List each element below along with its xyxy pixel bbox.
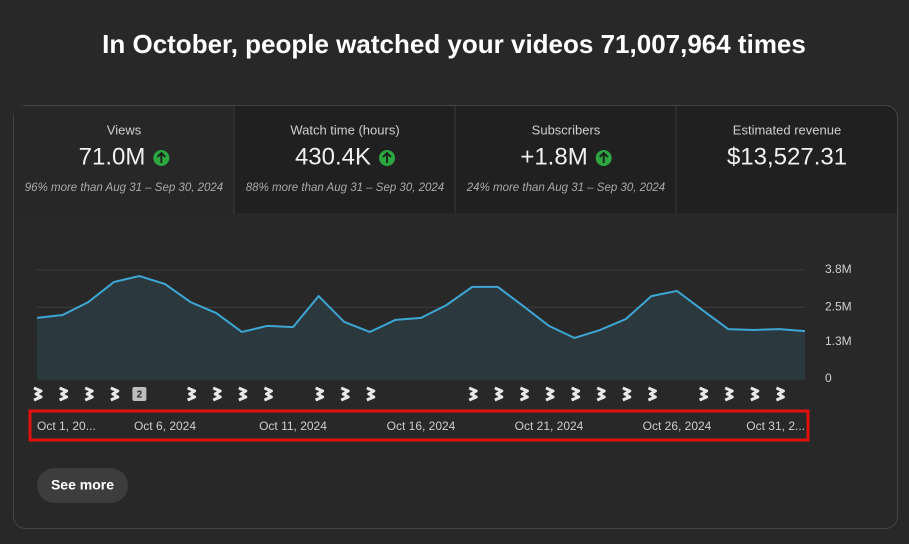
area (37, 276, 805, 379)
y-tick-label: 1.3M (825, 334, 852, 348)
up-arrow (156, 151, 166, 163)
shorts-glyph (33, 386, 43, 402)
metric-selected (14, 106, 234, 213)
shorts-glyph (545, 386, 555, 402)
x-tick-label: Oct 1, 20... (37, 419, 96, 433)
shorts-icon (750, 386, 760, 402)
metric-label: Views (107, 122, 142, 137)
shorts-icon (340, 386, 350, 402)
shorts-icon (315, 386, 325, 402)
shorts-glyph (187, 386, 197, 402)
metric-comparison: 96% more than Aug 31 – Sep 30, 2024 (25, 182, 223, 194)
up-arrow (599, 151, 609, 163)
metric-value: +1.8M (520, 143, 587, 170)
metric-comparison: 24% more than Aug 31 – Sep 30, 2024 (466, 182, 665, 194)
shorts-glyph (699, 386, 709, 402)
shorts-glyph (622, 386, 632, 402)
page-title: In October, people watched your videos 7… (102, 29, 806, 59)
metric-label: Subscribers (532, 122, 601, 137)
up-arrow (382, 151, 392, 163)
metric-label: Watch time (hours) (290, 122, 399, 137)
highlight-box (28, 409, 810, 442)
see-more-label[interactable]: See more (51, 477, 114, 493)
shorts-glyph (724, 386, 734, 402)
x-tick-label: Oct 26, 2024 (643, 419, 712, 433)
shorts-glyph (59, 386, 69, 402)
shorts-icon (84, 386, 94, 402)
x-tick-label: Oct 6, 2024 (134, 419, 196, 433)
shorts-glyph (571, 386, 581, 402)
shorts-icon (647, 386, 657, 402)
shorts-glyph (366, 386, 376, 402)
metric-label: Estimated revenue (733, 122, 841, 137)
shorts-glyph (263, 386, 273, 402)
shorts-glyph (340, 386, 350, 402)
metric-value: 71.0M (79, 143, 146, 170)
shorts-icon (622, 386, 632, 402)
shorts-glyph (315, 386, 325, 402)
y-tick-label: 3.8M (825, 262, 852, 276)
x-tick-label: Oct 31, 2... (746, 419, 805, 433)
shorts-icon (59, 386, 69, 402)
metric-value: 430.4K (295, 143, 371, 170)
line (36, 274, 806, 340)
y-tick-label: 0 (825, 371, 832, 385)
metric-value: $13,527.31 (727, 143, 847, 170)
shorts-icon (238, 386, 248, 402)
shorts-icon (33, 386, 43, 402)
see-more-button[interactable] (37, 468, 128, 503)
shorts-glyph (84, 386, 94, 402)
shorts-glyph (212, 386, 222, 402)
y-tick-label: 2.5M (825, 299, 852, 313)
shorts-icon (519, 386, 529, 402)
shorts-glyph (519, 386, 529, 402)
shorts-icon (468, 386, 478, 402)
shorts-icon (187, 386, 197, 402)
shorts-icon (212, 386, 222, 402)
metric-comparison: 88% more than Aug 31 – Sep 30, 2024 (246, 182, 444, 194)
shorts-glyph (647, 386, 657, 402)
x-tick-label: Oct 21, 2024 (515, 419, 584, 433)
shorts-glyph (468, 386, 478, 402)
shorts-icon (571, 386, 581, 402)
x-tick-label: Oct 11, 2024 (259, 419, 327, 433)
shorts-icon (775, 386, 785, 402)
shorts-glyph (775, 386, 785, 402)
shorts-glyph (596, 386, 606, 402)
shorts-icon (699, 386, 709, 402)
shorts-glyph (750, 386, 760, 402)
shorts-glyph (494, 386, 504, 402)
shorts-glyph (110, 386, 120, 402)
shorts-icon (545, 386, 555, 402)
shorts-icon (110, 386, 120, 402)
x-tick-label: Oct 16, 2024 (387, 419, 456, 433)
upload-badge-count: 2 (137, 390, 143, 401)
shorts-icon (724, 386, 734, 402)
upload-badge (132, 387, 147, 401)
shorts-icon (263, 386, 273, 402)
shorts-icon (596, 386, 606, 402)
shorts-glyph (238, 386, 248, 402)
shorts-icon (494, 386, 504, 402)
shorts-icon (366, 386, 376, 402)
